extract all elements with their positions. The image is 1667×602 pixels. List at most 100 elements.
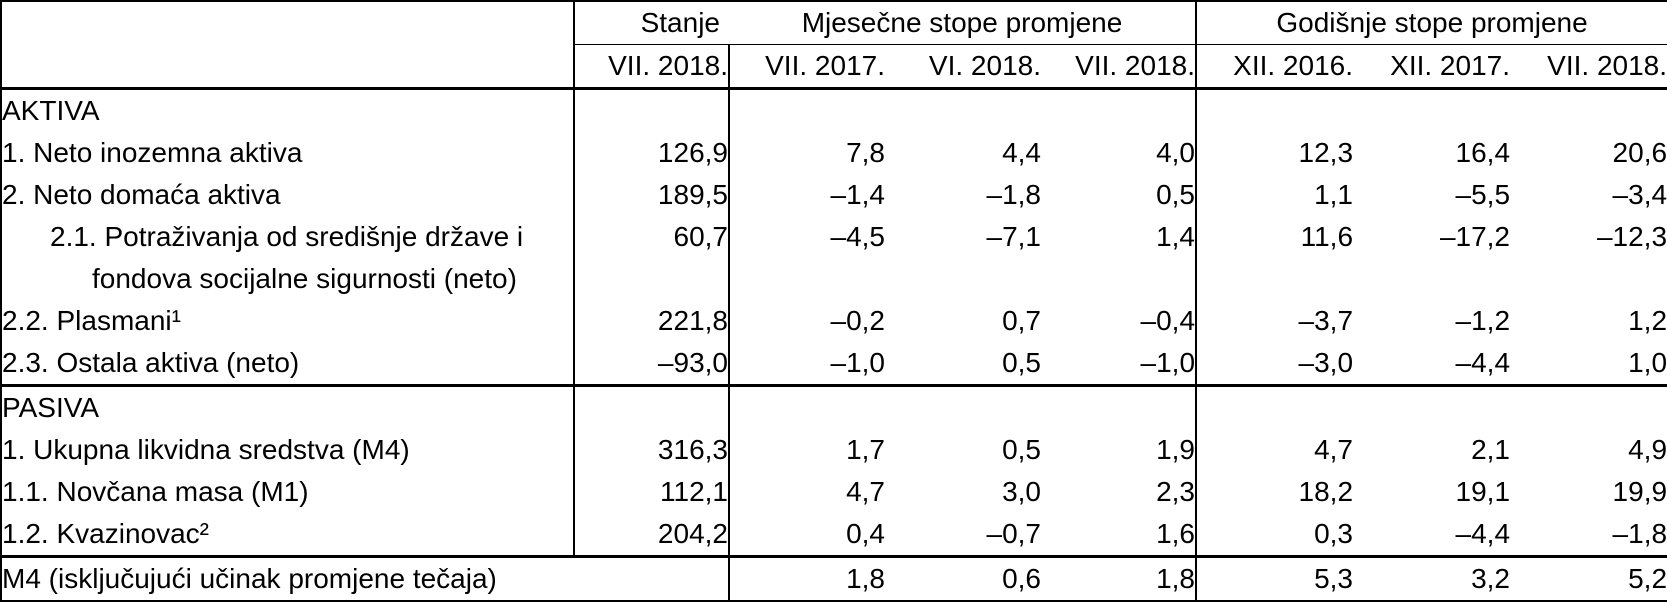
cell-annual-3: 20,6	[1612, 137, 1667, 168]
cell-annual-1: 0,3	[1314, 518, 1354, 549]
header-row-groups: Stanje Mjesečne stope promjene Godišnje …	[1, 1, 1667, 89]
cell-stanje	[574, 384, 730, 429]
cell-annual-2	[1353, 384, 1511, 429]
cell-monthly-3: 4,0	[1041, 132, 1198, 174]
row-label: 2.1. Potraživanja od središnje države i …	[1, 216, 575, 300]
subheader-annual-3: VII. 2018.	[1510, 44, 1667, 90]
cell-annual-1: –3,0	[1298, 347, 1354, 378]
cell-annual-2: –4,4	[1455, 347, 1511, 378]
row-label: 1.2. Kvazinovac²	[1, 513, 575, 557]
cell-monthly-3: 1,9	[1041, 429, 1198, 471]
cell-annual-2: –5,5	[1455, 179, 1511, 210]
cell-monthly-1: 4,7	[846, 476, 885, 507]
cell-annual-1: 11,6	[1300, 221, 1354, 252]
row-label: M4 (isključujući učinak promjene tečaja)	[1, 555, 730, 601]
cell-monthly-3: 1,8	[1041, 555, 1198, 601]
header-annual-group: Godišnje stope promjene	[1276, 7, 1588, 38]
cell-annual-2: 2,1	[1471, 434, 1511, 465]
table-row-novcana-masa: 1.1. Novčana masa (M1) 112,1 4,7 3,0 2,3…	[1, 471, 1667, 513]
cell-monthly-2: –7,1	[986, 221, 1042, 252]
cell-stanje: –93,0	[574, 342, 730, 386]
header-row-periods: VII. 2018. VII. 2017. VI. 2018. VII. 201…	[1, 44, 1667, 90]
cell-annual-2: –17,2	[1439, 221, 1511, 252]
cell-monthly-3: –0,4	[1041, 300, 1198, 342]
cell-annual-3: –12,3	[1596, 221, 1667, 252]
table-row-ostala-aktiva: 2.3. Ostala aktiva (neto) –93,0 –1,0 0,5…	[1, 342, 1667, 386]
cell-monthly-3: 1,4	[1041, 216, 1198, 300]
cell-monthly-2: 0,6	[885, 555, 1041, 601]
subheader-monthly-2: VI. 2018.	[885, 44, 1041, 90]
table-row-neto-domaca-aktiva: 2. Neto domaća aktiva 189,5 –1,4 –1,8 0,…	[1, 174, 1667, 216]
cell-monthly-1: 7,8	[846, 137, 885, 168]
cell-monthly-3: 1,6	[1041, 513, 1198, 557]
cell-annual-2: 19,1	[1455, 476, 1511, 507]
cell-monthly-1: –0,2	[830, 305, 886, 336]
cell-monthly-2: –1,8	[986, 179, 1042, 210]
cell-monthly-1: 1,7	[846, 434, 885, 465]
cell-monthly-2: 4,4	[1002, 137, 1041, 168]
row-label: PASIVA	[1, 384, 575, 429]
cell-monthly-2: –0,7	[986, 518, 1042, 549]
cell-stanje: 189,5	[574, 174, 730, 216]
cell-annual-3: 19,9	[1612, 476, 1667, 507]
cell-monthly-2: 3,0	[1002, 476, 1041, 507]
subheader-monthly-1: VII. 2017.	[729, 44, 885, 90]
row-label: 1. Ukupna likvidna sredstva (M4)	[1, 429, 575, 471]
cell-annual-3	[1510, 87, 1667, 132]
cell-monthly-3	[1041, 87, 1198, 132]
cell-monthly-1	[729, 384, 885, 429]
row-label: 2. Neto domaća aktiva	[1, 174, 575, 216]
row-label: 2.3. Ostala aktiva (neto)	[1, 342, 575, 386]
cell-annual-3: 5,2	[1510, 555, 1667, 601]
cell-monthly-1: –4,5	[830, 221, 886, 252]
cell-stanje	[574, 87, 730, 132]
cell-annual-1	[1196, 87, 1354, 132]
row-label: 1. Neto inozemna aktiva	[1, 132, 575, 174]
cell-stanje: 112,1	[574, 471, 730, 513]
cell-stanje: 316,3	[574, 429, 730, 471]
subheader-annual-1: XII. 2016.	[1196, 44, 1354, 90]
table-row-ukupna-likvidna-sredstva: 1. Ukupna likvidna sredstva (M4) 316,3 1…	[1, 429, 1667, 471]
corner-cell	[1, 1, 575, 89]
cell-monthly-2	[885, 384, 1041, 429]
row-label: 2.2. Plasmani¹	[1, 300, 575, 342]
row-label-line2: fondova socijalne sigurnosti (neto)	[92, 263, 517, 294]
cell-monthly-1: 0,4	[846, 518, 885, 549]
table-row-kvazinovac: 1.2. Kvazinovac² 204,2 0,4 –0,7 1,6 0,3 …	[1, 513, 1667, 557]
cell-monthly-2: 0,5	[1002, 434, 1041, 465]
cell-annual-1	[1196, 384, 1354, 429]
header-monthly-group: Mjesečne stope promjene	[729, 1, 1198, 45]
header-stanje: Stanje	[640, 7, 720, 38]
table-row-potrazivanja: 2.1. Potraživanja od središnje države i …	[1, 216, 1667, 300]
cell-annual-1: 1,1	[1314, 179, 1354, 210]
cell-annual-3: 1,2	[1628, 305, 1667, 336]
cell-annual-3: –1,8	[1612, 518, 1667, 549]
row-label-line1: 2.1. Potraživanja od središnje države i	[50, 221, 524, 252]
cell-monthly-3: 0,5	[1041, 174, 1198, 216]
cell-annual-3	[1510, 384, 1667, 429]
cell-monthly-2	[885, 87, 1041, 132]
row-label: AKTIVA	[1, 87, 575, 132]
cell-annual-1: 18,2	[1298, 476, 1354, 507]
table-row-aktiva: AKTIVA	[1, 87, 1667, 132]
table-row-m4-excl-tecaj: M4 (isključujući učinak promjene tečaja)…	[1, 555, 1667, 601]
row-label: 1.1. Novčana masa (M1)	[1, 471, 575, 513]
cell-stanje: 204,2	[574, 513, 730, 557]
cell-monthly-3: 2,3	[1041, 471, 1198, 513]
subheader-annual-2: XII. 2017.	[1353, 44, 1511, 90]
cell-monthly-2: 0,7	[1002, 305, 1041, 336]
cell-annual-1: 4,7	[1314, 434, 1354, 465]
cell-monthly-2: 0,5	[1002, 347, 1041, 378]
cell-annual-2: 3,2	[1353, 555, 1511, 601]
cell-annual-3: 1,0	[1628, 347, 1667, 378]
cell-stanje: 60,7	[574, 216, 730, 300]
table-row-plasmani: 2.2. Plasmani¹ 221,8 –0,2 0,7 –0,4 –3,7 …	[1, 300, 1667, 342]
cell-monthly-1: –1,0	[830, 347, 886, 378]
cell-stanje: 221,8	[574, 300, 730, 342]
cell-annual-2: –4,4	[1455, 518, 1511, 549]
cell-annual-2: 16,4	[1455, 137, 1511, 168]
subheader-stanje-period: VII. 2018.	[574, 44, 730, 90]
cell-annual-1: 5,3	[1196, 555, 1354, 601]
cell-annual-1: 12,3	[1298, 137, 1354, 168]
